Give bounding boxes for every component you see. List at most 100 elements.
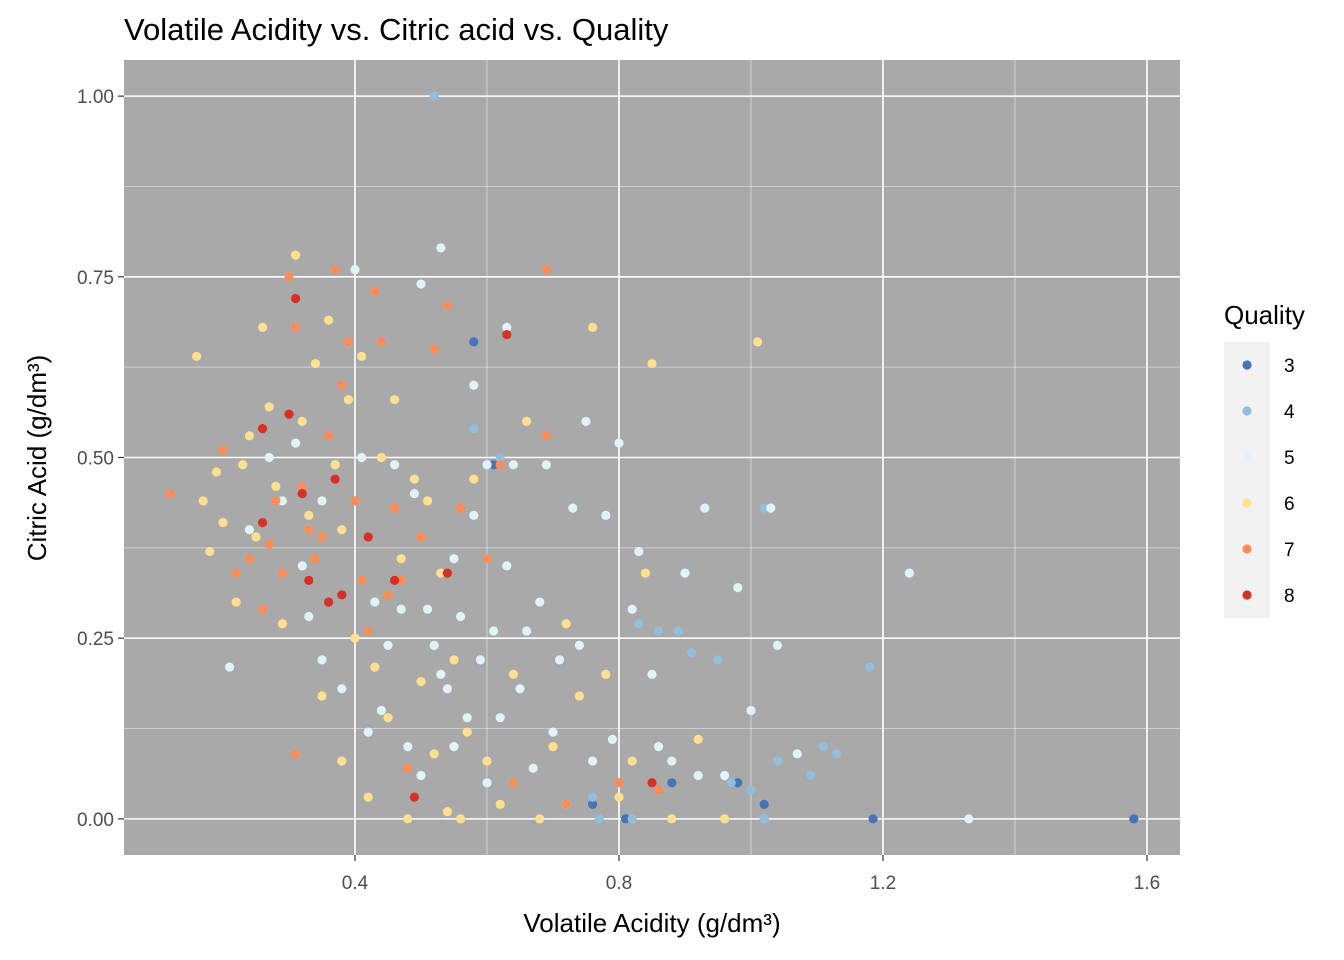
point-quality-7 [495,460,505,470]
legend-swatch [1242,544,1252,554]
point-quality-6 [390,395,400,405]
point-quality-6 [291,250,301,260]
point-quality-6 [429,749,439,759]
point-quality-5 [469,380,479,390]
point-quality-5 [383,640,393,651]
point-quality-4 [634,619,644,629]
point-quality-6 [614,792,624,802]
point-quality-5 [396,604,406,614]
point-quality-5 [277,496,287,506]
x-tick-label: 0.4 [342,873,369,894]
point-quality-5 [482,460,492,470]
point-quality-7 [304,525,314,535]
point-quality-5 [574,640,585,651]
point-quality-7 [343,337,353,347]
point-quality-5 [469,510,479,520]
point-quality-6 [205,546,215,557]
point-quality-5 [766,503,776,513]
point-quality-7 [482,554,492,564]
point-quality-4 [713,655,723,665]
legend: 3 4 5 6 7 8 [1224,342,1295,618]
point-quality-5 [535,597,545,607]
point-quality-5 [429,640,439,651]
point-quality-7 [258,604,268,614]
point-quality-6 [337,525,347,535]
point-quality-5 [489,626,499,636]
point-quality-7 [317,532,327,542]
point-quality-5 [449,741,459,752]
point-quality-5 [297,561,307,571]
legend-label: 7 [1284,540,1295,561]
point-quality-6 [192,351,202,361]
point-quality-6 [357,351,367,361]
point-quality-8 [337,590,347,600]
point-quality-5 [720,770,730,781]
point-quality-6 [383,713,393,723]
point-quality-7 [337,380,347,390]
point-quality-5 [416,770,426,781]
point-quality-5 [680,568,690,578]
point-quality-7 [383,590,393,600]
point-quality-8 [330,474,340,484]
point-quality-5 [627,604,637,614]
x-tick-label: 0.8 [606,873,632,894]
point-quality-6 [627,756,637,766]
point-quality-6 [238,460,248,470]
point-quality-3 [1129,814,1139,824]
point-quality-5 [357,452,367,463]
point-quality-4 [673,626,684,636]
y-tick-label: 0.00 [77,810,114,831]
x-axis-label: Volatile Acidity (g/dm³) [523,908,780,938]
y-tick-label: 1.00 [77,87,114,108]
point-quality-5 [337,684,347,694]
point-quality-6 [535,814,545,824]
y-tick-label: 0.25 [77,629,114,650]
point-quality-6 [343,395,353,405]
point-quality-6 [337,756,347,766]
point-quality-5 [746,705,756,716]
point-quality-5 [700,503,710,513]
point-quality-6 [423,496,433,506]
point-quality-5 [390,460,400,470]
point-quality-6 [720,814,730,824]
point-quality-4 [865,662,875,672]
point-quality-5 [792,749,802,759]
point-quality-5 [456,611,466,622]
point-quality-6 [409,474,419,484]
legend-label: 6 [1284,494,1295,515]
point-quality-7 [416,532,426,542]
point-quality-6 [416,676,426,687]
point-quality-7 [324,431,334,441]
point-quality-6 [436,568,446,578]
point-quality-4 [429,91,439,101]
point-quality-8 [291,293,301,304]
point-quality-6 [258,322,268,333]
point-quality-6 [363,792,373,802]
point-quality-5 [693,770,703,781]
point-quality-6 [370,662,380,672]
point-quality-4 [495,452,505,463]
point-quality-5 [772,640,783,651]
scatter-points [165,91,1139,824]
point-quality-8 [390,575,400,585]
point-quality-3 [733,778,743,788]
point-quality-6 [376,452,386,463]
point-quality-5 [555,655,565,665]
point-quality-7 [291,749,301,759]
x-tick-label: 1.2 [870,873,896,894]
point-quality-5 [614,438,624,448]
point-quality-5 [291,438,301,448]
point-quality-7 [363,626,373,636]
point-quality-8 [502,330,512,340]
point-quality-5 [667,756,677,766]
point-quality-6 [667,814,677,824]
point-quality-6 [753,337,763,347]
point-quality-6 [449,655,459,665]
point-quality-6 [330,460,340,470]
legend-label: 4 [1284,402,1295,423]
point-quality-7 [264,539,274,549]
point-quality-6 [251,532,261,542]
point-quality-5 [528,763,538,773]
point-quality-7 [284,272,294,282]
point-quality-7 [396,575,406,585]
